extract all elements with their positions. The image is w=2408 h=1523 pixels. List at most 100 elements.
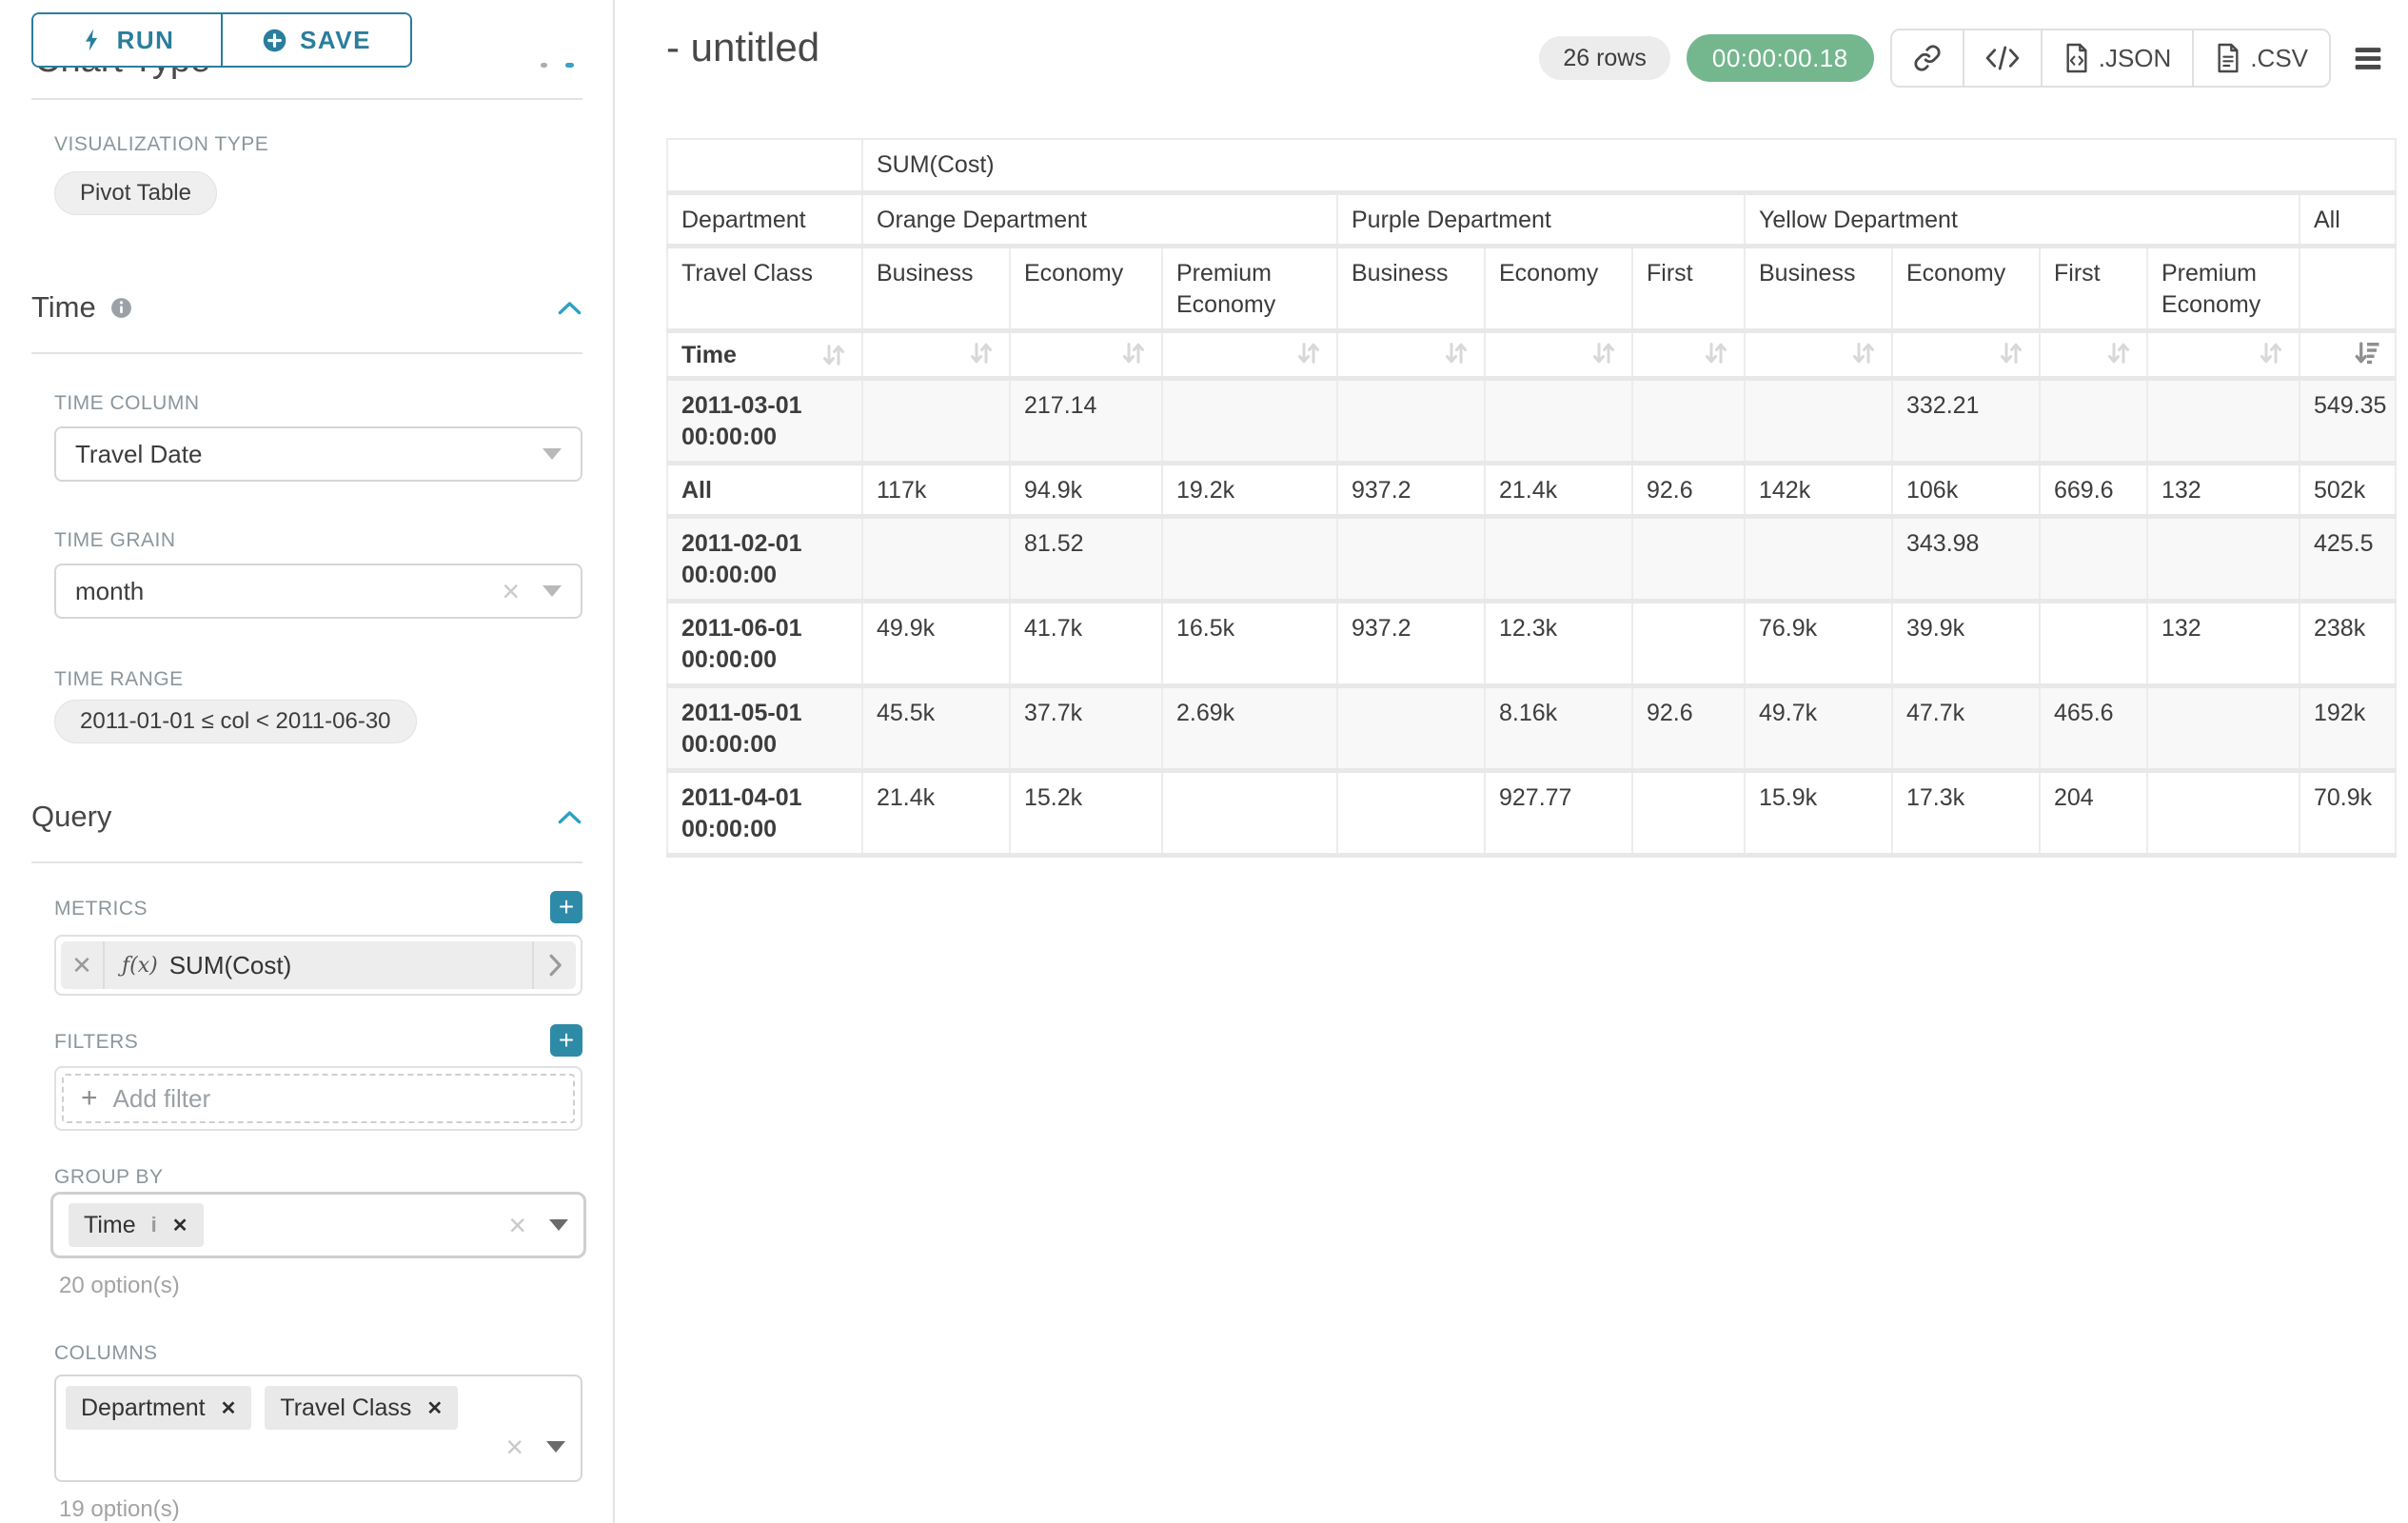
sort-icon[interactable] [1589, 340, 1618, 366]
pivot-table-container: SUM(Cost) Department Orange Department Pur… [666, 138, 2398, 858]
chevron-right-icon[interactable] [532, 941, 576, 989]
query-timer-badge: 00:00:00.18 [1686, 34, 1874, 82]
group-by-select[interactable]: Time i ✕ × [50, 1192, 586, 1258]
add-metric-button[interactable]: + [550, 891, 582, 923]
travel-class-header: Business [861, 245, 1011, 333]
row-header: 2011-03-01 00:00:00 [666, 377, 863, 465]
pivot-row: 2011-02-01 00:00:00 81.52 343.98 425.5 [666, 515, 2398, 603]
dropdown-caret-icon[interactable] [546, 1441, 565, 1453]
save-button[interactable]: SAVE [223, 14, 410, 66]
sort-icon[interactable] [1702, 340, 1730, 366]
pivot-cell [1336, 515, 1486, 603]
department-group-header: Purple Department [1336, 191, 1746, 248]
metric-pill[interactable]: ✕ ƒ(x) SUM(Cost) [61, 941, 576, 989]
department-group-header: Yellow Department [1744, 191, 2300, 248]
clear-icon[interactable]: × [505, 1430, 523, 1464]
remove-metric-icon[interactable]: ✕ [61, 941, 105, 989]
time-column-select[interactable]: Travel Date [54, 426, 582, 482]
sort-icon[interactable] [1294, 340, 1323, 366]
sort-desc-icon[interactable] [2353, 340, 2381, 366]
column-sort-header[interactable] [861, 329, 1011, 381]
sort-icon[interactable] [1119, 340, 1148, 366]
column-sort-header[interactable] [1744, 329, 1893, 381]
chevron-down-icon[interactable] [543, 448, 562, 460]
more-options-button[interactable] [2347, 42, 2389, 75]
pivot-row: 2011-05-01 00:00:00 45.5k 37.7k 2.69k 8.16k 9… [666, 684, 2398, 773]
sort-header-row: Time [666, 329, 2398, 381]
travel-class-header: Premium Economy [1161, 245, 1338, 333]
column-sort-header[interactable] [2039, 329, 2148, 381]
column-sort-header[interactable] [1891, 329, 2041, 381]
share-link-button[interactable] [1891, 30, 1964, 86]
pivot-cell: 142k [1744, 462, 1893, 519]
clear-icon[interactable]: × [502, 574, 520, 608]
add-filter-plus-button[interactable]: + [550, 1024, 582, 1057]
sort-icon[interactable] [1997, 340, 2025, 366]
embed-code-button[interactable] [1964, 30, 2043, 86]
pivot-cell [1631, 769, 1746, 858]
pivot-cell: 465.6 [2039, 684, 2148, 773]
chart-type-chevron-icon [565, 63, 574, 68]
remove-tag-icon[interactable]: ✕ [220, 1397, 237, 1419]
query-section-title: Query [31, 800, 112, 833]
sort-icon[interactable] [2257, 340, 2285, 366]
export-json-button[interactable]: .JSON [2042, 30, 2195, 86]
clear-icon[interactable]: × [508, 1208, 526, 1242]
travel-class-header-row: Travel Class Business Economy Premium Econo… [666, 245, 2398, 333]
chart-title[interactable]: - untitled [666, 25, 820, 69]
collapse-chevron-icon[interactable] [557, 300, 582, 316]
sort-icon[interactable] [967, 340, 996, 366]
sort-icon[interactable] [1849, 340, 1878, 366]
export-csv-button[interactable]: .CSV [2194, 30, 2329, 86]
pivot-cell: 927.77 [1484, 769, 1633, 858]
dropdown-caret-icon[interactable] [549, 1219, 568, 1231]
pivot-cell: 92.6 [1631, 684, 1746, 773]
sort-icon[interactable] [2104, 340, 2133, 366]
remove-tag-icon[interactable]: ✕ [426, 1397, 444, 1419]
run-button[interactable]: RUN [33, 14, 223, 66]
group-by-label: GROUP BY [54, 1166, 164, 1188]
column-sort-header[interactable] [1631, 329, 1746, 381]
pivot-cell: 37.7k [1009, 684, 1163, 773]
pivot-cell: 192k [2298, 684, 2398, 773]
time-column-label: TIME COLUMN [54, 392, 200, 414]
result-controls: 26 rows 00:00:00.18 .JSON [1539, 29, 2389, 88]
columns-select[interactable]: Department ✕ Travel Class ✕ × [54, 1375, 582, 1482]
chevron-down-icon[interactable] [543, 585, 562, 597]
time-section-header: Time [31, 290, 582, 325]
column-sort-header[interactable] [1484, 329, 1633, 381]
columns-tag[interactable]: Travel Class ✕ [265, 1386, 459, 1430]
function-icon: ƒ(x) [122, 953, 158, 978]
viz-type-pill[interactable]: Pivot Table [54, 171, 217, 215]
column-sort-header[interactable] [2146, 329, 2300, 381]
pivot-cell [2146, 684, 2300, 773]
group-by-tag[interactable]: Time i ✕ [69, 1203, 204, 1247]
collapse-chevron-icon[interactable] [557, 809, 582, 825]
column-info-icon[interactable]: i [150, 1213, 157, 1236]
group-by-options-hint: 20 option(s) [59, 1273, 180, 1298]
time-grain-select[interactable]: month × [54, 564, 582, 619]
row-dim-sort-header[interactable]: Time [666, 329, 863, 381]
pivot-cell [2146, 769, 2300, 858]
column-sort-header[interactable] [1009, 329, 1163, 381]
sort-icon[interactable] [819, 342, 848, 368]
add-filter-button[interactable]: + Add filter [62, 1074, 575, 1123]
column-sort-header[interactable] [1161, 329, 1338, 381]
column-sort-header[interactable] [2298, 329, 2398, 381]
chart-panel: - untitled 26 rows 00:00:00.18 [615, 0, 2408, 1523]
sort-icon[interactable] [1442, 340, 1470, 366]
pivot-cell [1631, 377, 1746, 465]
columns-tag[interactable]: Department ✕ [66, 1386, 252, 1430]
query-section-header: Query [31, 800, 582, 834]
travel-class-header: Premium Economy [2146, 245, 2300, 333]
pivot-cell: 47.7k [1891, 684, 2041, 773]
pivot-cell: 117k [861, 462, 1011, 519]
pivot-cell: 332.21 [1891, 377, 2041, 465]
travel-class-header: Economy [1484, 245, 1633, 333]
tag-label: Time [84, 1211, 136, 1238]
metric-body[interactable]: ƒ(x) SUM(Cost) [105, 941, 532, 989]
time-range-pill[interactable]: 2011-01-01 ≤ col < 2011-06-30 [54, 700, 417, 743]
column-sort-header[interactable] [1336, 329, 1486, 381]
pivot-cell: 15.9k [1744, 769, 1893, 858]
remove-tag-icon[interactable]: ✕ [171, 1215, 188, 1236]
